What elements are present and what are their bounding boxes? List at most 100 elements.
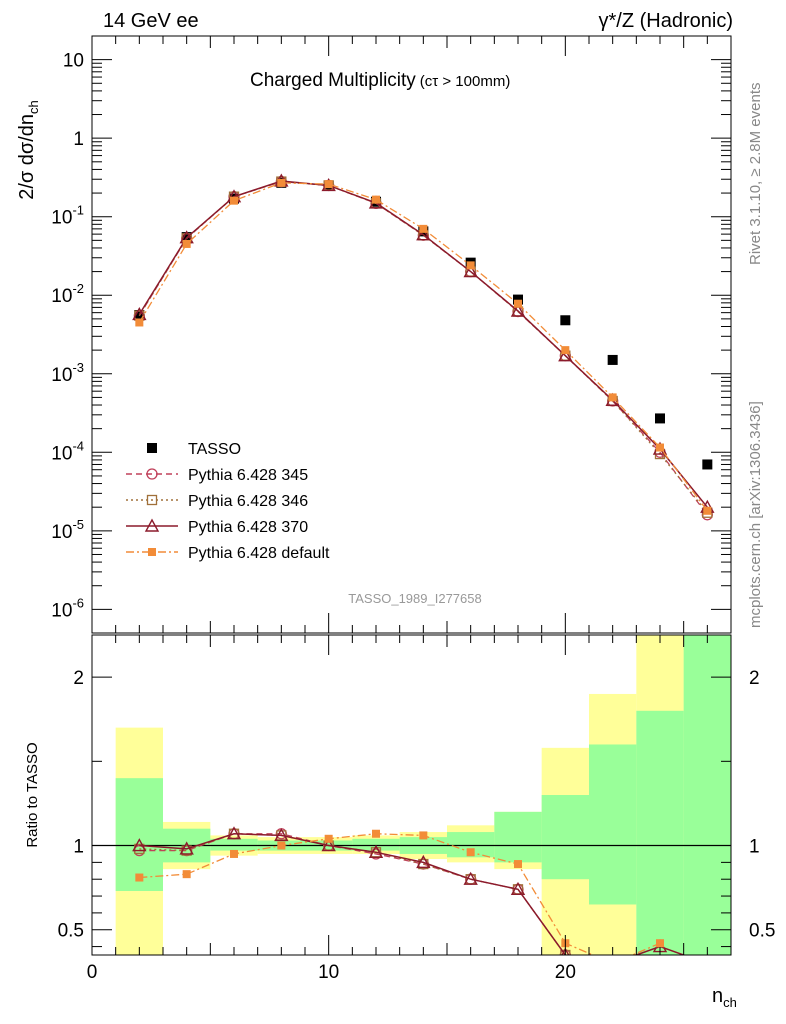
main-point-pythia-6-428-default xyxy=(608,393,617,402)
ratio-y-tick-label-right: 1 xyxy=(749,837,760,858)
ratio-y-tick-label-right: 0.5 xyxy=(749,921,775,942)
main-point-pythia-6-428-370 xyxy=(558,348,573,362)
main-ylabel: 2/σ dσ/dnch xyxy=(16,100,41,200)
main-point-pythia-6-428-default xyxy=(182,239,191,248)
main-series-pythia-6-428-default xyxy=(135,178,712,515)
x-axis-label: nch xyxy=(712,985,737,1010)
ratio-point-pythia-6-428-370 xyxy=(226,826,242,840)
legend-item: TASSO xyxy=(147,441,241,458)
main-y-tick-label: 10-6 xyxy=(51,595,84,621)
main-y-tick-label: 10-1 xyxy=(51,203,84,229)
ratio-point-pythia-6-428-default xyxy=(277,841,286,850)
ratio-line-pythia-6-428-370 xyxy=(139,832,686,955)
legend-item: Pythia 6.428 370 xyxy=(126,518,308,536)
ratio-plot-frame xyxy=(91,634,732,956)
ratio-y-tick-label: 1 xyxy=(73,837,84,858)
green-band xyxy=(683,635,731,955)
main-point-tasso xyxy=(513,294,523,305)
ratio-point-pythia-6-428-370 xyxy=(701,957,713,968)
main-panel: 10-6 10-5 10-4 10-3 10-2 10-1 1 10 Charged Mult… xyxy=(16,35,732,634)
main-point-pythia-6-428-default xyxy=(419,224,428,233)
main-y-tick-label: 10-2 xyxy=(51,281,84,307)
legend-item: Pythia 6.428 default xyxy=(126,545,330,562)
legend-label: Pythia 6.428 345 xyxy=(188,467,308,484)
green-band xyxy=(210,838,258,851)
ratio-series-pythia-6-428-default xyxy=(135,829,664,967)
ratio-point-pythia-6-428-370 xyxy=(321,838,336,852)
ratio-point-pythia-6-428-default xyxy=(135,873,144,882)
ratio-y-tick-label: 2 xyxy=(73,668,84,689)
legend-marker xyxy=(148,548,156,556)
ratio-point-pythia-6-428-345 xyxy=(608,958,618,968)
ratio-y-tick-label-right: 2 xyxy=(749,668,760,689)
ratio-point-pythia-6-428-370 xyxy=(368,844,384,858)
x-tick-label: 0 xyxy=(87,962,98,983)
main-point-pythia-6-428-default xyxy=(656,443,664,452)
ratio-point-pythia-6-428-default xyxy=(514,860,522,869)
main-point-pythia-6-428-370 xyxy=(463,264,478,278)
main-y-tick-label: 10-3 xyxy=(51,360,84,386)
main-point-tasso xyxy=(560,315,571,326)
legend-label: Pythia 6.428 346 xyxy=(188,493,308,510)
legend-marker xyxy=(147,443,157,453)
legend-label: Pythia 6.428 370 xyxy=(188,519,308,536)
legend-item: Pythia 6.428 345 xyxy=(126,467,308,484)
ratio-point-pythia-6-428-370 xyxy=(132,838,147,852)
green-band xyxy=(494,811,542,863)
green-band xyxy=(589,744,637,905)
ratio-panel: 0.5 0.51 12 20 10 20 Ratio to TASSO nch xyxy=(24,634,775,1010)
legend-marker xyxy=(144,518,160,532)
main-point-pythia-6-428-default xyxy=(514,299,522,308)
ratio-point-pythia-6-428-370 xyxy=(607,957,619,968)
legend-marker xyxy=(146,468,158,480)
green-band xyxy=(636,710,684,955)
legend-label: TASSO xyxy=(188,441,241,458)
green-band xyxy=(115,778,163,891)
mcplots-label: mcplots.cern.ch [arXiv:1306.3436] xyxy=(747,401,764,628)
main-point-pythia-6-428-default xyxy=(703,506,712,515)
main-point-tasso xyxy=(702,459,713,470)
main-point-pythia-6-428-370 xyxy=(510,303,526,317)
legend-item: Pythia 6.428 346 xyxy=(126,493,308,510)
main-point-pythia-6-428-370 xyxy=(416,227,431,241)
ratio-point-pythia-6-428-default xyxy=(182,870,191,879)
main-point-pythia-6-428-default xyxy=(466,261,475,270)
main-y-tick-label: 10-4 xyxy=(51,438,84,464)
ratio-point-pythia-6-428-370 xyxy=(179,841,194,855)
ratio-point-pythia-6-428-370 xyxy=(510,881,526,896)
main-watermark: TASSO_1989_I277658 xyxy=(348,591,481,606)
ratio-point-pythia-6-428-370 xyxy=(274,827,289,842)
ratio-point-pythia-6-428-default xyxy=(656,939,664,948)
main-plot-frame xyxy=(91,35,732,634)
ratio-ylabel: Ratio to TASSO xyxy=(24,742,41,847)
legend-marker xyxy=(146,494,158,506)
header-left: 14 GeV ee xyxy=(103,10,199,32)
ratio-point-pythia-6-428-default xyxy=(466,848,475,857)
green-band xyxy=(352,838,400,851)
legend-label: Pythia 6.428 default xyxy=(188,545,330,562)
main-point-pythia-6-428-default xyxy=(230,196,238,205)
x-tick-label: 10 xyxy=(318,962,339,983)
main-point-pythia-6-428-default xyxy=(135,318,144,327)
green-band xyxy=(541,795,589,880)
ratio-point-pythia-6-428-370 xyxy=(463,871,478,885)
ratio-point-pythia-6-428-default xyxy=(324,834,333,843)
main-point-pythia-6-428-default xyxy=(324,180,333,189)
main-y-tick-label: 1 xyxy=(73,129,84,150)
main-point-pythia-6-428-default xyxy=(372,195,380,204)
main-y-tick-label: 10-5 xyxy=(51,517,84,543)
x-tick-label: 20 xyxy=(555,962,576,983)
ratio-point-pythia-6-428-default xyxy=(609,959,617,967)
ratio-y-tick-label: 0.5 xyxy=(58,921,84,942)
main-point-pythia-6-428-default xyxy=(277,178,286,187)
uncertainty-bands xyxy=(115,635,731,955)
main-series-tasso xyxy=(134,177,713,470)
main-y-tick-label: 10 xyxy=(63,51,84,72)
ratio-series-pythia-6-428-370 xyxy=(132,826,713,968)
legend: TASSO Pythia 6.428 345 Pythia 6.428 346 Pyt… xyxy=(126,441,330,562)
ratio-point-pythia-6-428-default xyxy=(419,831,428,840)
rivet-label: Rivet 3.1.10, ≥ 2.8M events xyxy=(747,83,764,266)
main-point-pythia-6-428-default xyxy=(561,346,570,355)
main-point-tasso xyxy=(607,354,618,365)
